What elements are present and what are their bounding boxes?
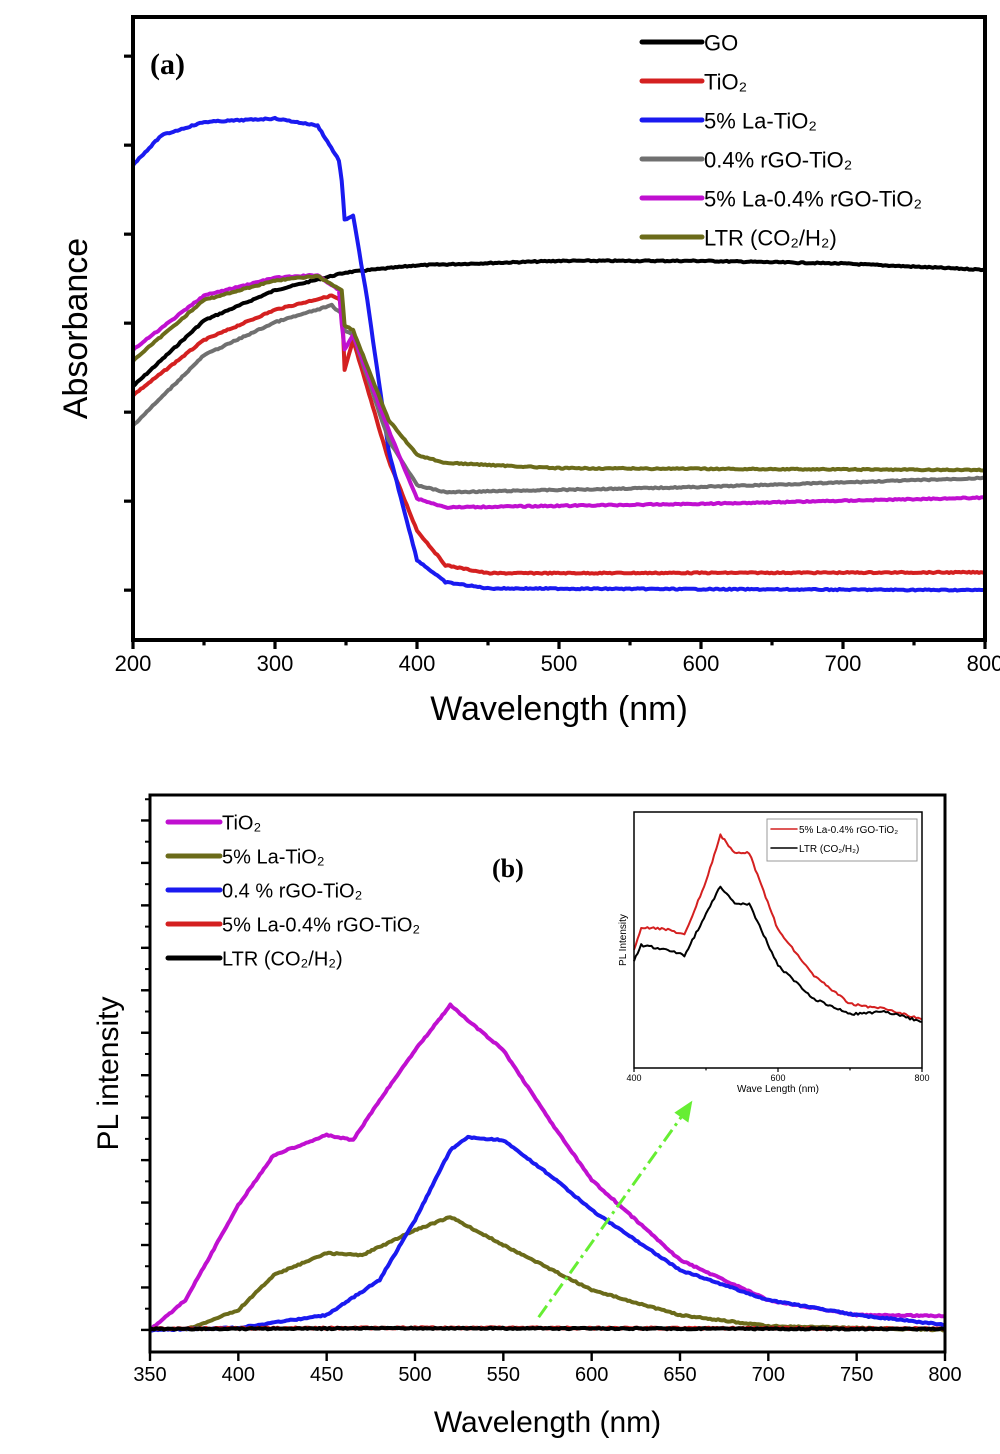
- series-line-0: [633, 833, 923, 1021]
- x-tick-label: 400: [222, 1364, 255, 1386]
- x-tick-label: 800: [914, 1073, 929, 1083]
- y-axis-label: Absorbance: [57, 238, 95, 419]
- chart-panel-0: 200 300 400 500 600 700 800 Wavelength (nm) Abso…: [57, 15, 1000, 728]
- x-tick-label: 600: [770, 1073, 785, 1083]
- x-tick-label: 700: [752, 1364, 785, 1386]
- legend-label: TiO₂: [704, 69, 747, 94]
- legend-label: 5% La-TiO₂: [222, 847, 325, 869]
- x-tick-label: 750: [840, 1364, 873, 1386]
- x-tick-label: 800: [928, 1364, 961, 1386]
- chart-panel-1: 350 400 450 500 550 600 650 700 750 800 Wavelength…: [92, 793, 962, 1439]
- panel-label: (b): [492, 854, 524, 883]
- x-tick-label: 300: [257, 651, 294, 676]
- series-line-2: [149, 1134, 946, 1333]
- x-tick-label: 700: [825, 651, 862, 676]
- series-line-1: [184, 1215, 946, 1333]
- y-axis-label: PL Intensity: [618, 914, 629, 966]
- legend-label: 5% La-0.4% rGO-TiO₂: [222, 915, 420, 937]
- legend-label: 5% La-TiO₂: [704, 108, 817, 133]
- legend-label: 0.4% rGO-TiO₂: [704, 147, 852, 172]
- x-tick-label: 600: [575, 1364, 608, 1386]
- x-tick-label: 500: [398, 1364, 431, 1386]
- series-line-4: [131, 273, 986, 510]
- legend-label: LTR (CO₂/H₂): [222, 949, 343, 971]
- x-tick-label: 200: [115, 651, 152, 676]
- series-line-0: [131, 258, 986, 388]
- x-tick-label: 650: [663, 1364, 696, 1386]
- x-tick-label: 800: [967, 651, 1000, 676]
- y-axis-label: PL intensity: [92, 997, 125, 1151]
- legend-label: TiO₂: [222, 813, 261, 835]
- legend-label: GO: [704, 30, 738, 55]
- x-axis-label: Wave Length (nm): [737, 1084, 819, 1095]
- series-line-3: [131, 302, 986, 495]
- panel-label: (a): [150, 48, 185, 81]
- series-line-4: [149, 1325, 946, 1332]
- trend-arrow-line: [537, 1111, 686, 1319]
- series-line-1: [131, 293, 986, 576]
- x-axis-label: Wavelength (nm): [434, 1406, 661, 1439]
- series-line-1: [633, 885, 923, 1023]
- legend-label: 5% La-0.4% rGO-TiO₂: [704, 186, 922, 211]
- x-tick-label: 500: [541, 651, 578, 676]
- x-tick-label: 450: [310, 1364, 343, 1386]
- series-line-5: [131, 274, 986, 473]
- series-line-2: [131, 115, 986, 593]
- trend-arrowhead-icon: [674, 1100, 693, 1123]
- x-tick-label: 400: [399, 651, 436, 676]
- x-axis-label: Wavelength (nm): [430, 690, 688, 728]
- inset-legend-box: [766, 818, 918, 862]
- x-tick-label: 350: [133, 1364, 166, 1386]
- legend-label: LTR (CO₂/H₂): [799, 844, 859, 855]
- plot-frame: [148, 793, 947, 1354]
- legend-label: 5% La-0.4% rGO-TiO₂: [799, 825, 898, 836]
- x-tick-label: 600: [683, 651, 720, 676]
- x-tick-label: 400: [626, 1073, 641, 1083]
- x-tick-label: 550: [487, 1364, 520, 1386]
- legend-label: 0.4 % rGO-TiO₂: [222, 881, 362, 903]
- legend-label: LTR (CO₂/H₂): [704, 225, 837, 250]
- chart-panel-2: 400 600 800 Wave Length (nm) PL Intensity 5% …: [618, 811, 930, 1095]
